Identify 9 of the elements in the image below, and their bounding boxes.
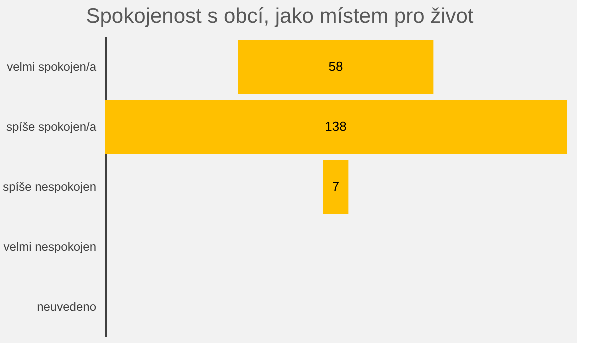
- category-label: spíše spokojen/a: [6, 120, 97, 134]
- category-label: neuvedeno: [37, 300, 97, 314]
- category-label: velmi spokojen/a: [7, 60, 97, 74]
- data-label: 7: [332, 179, 340, 194]
- category-label: velmi nespokojen: [4, 240, 96, 254]
- data-label: 58: [328, 59, 344, 74]
- category-label: spíše nespokojen: [3, 180, 96, 194]
- data-label: 138: [325, 119, 347, 134]
- text: Spokojenost s obcí, jako místem pro život: [86, 5, 474, 28]
